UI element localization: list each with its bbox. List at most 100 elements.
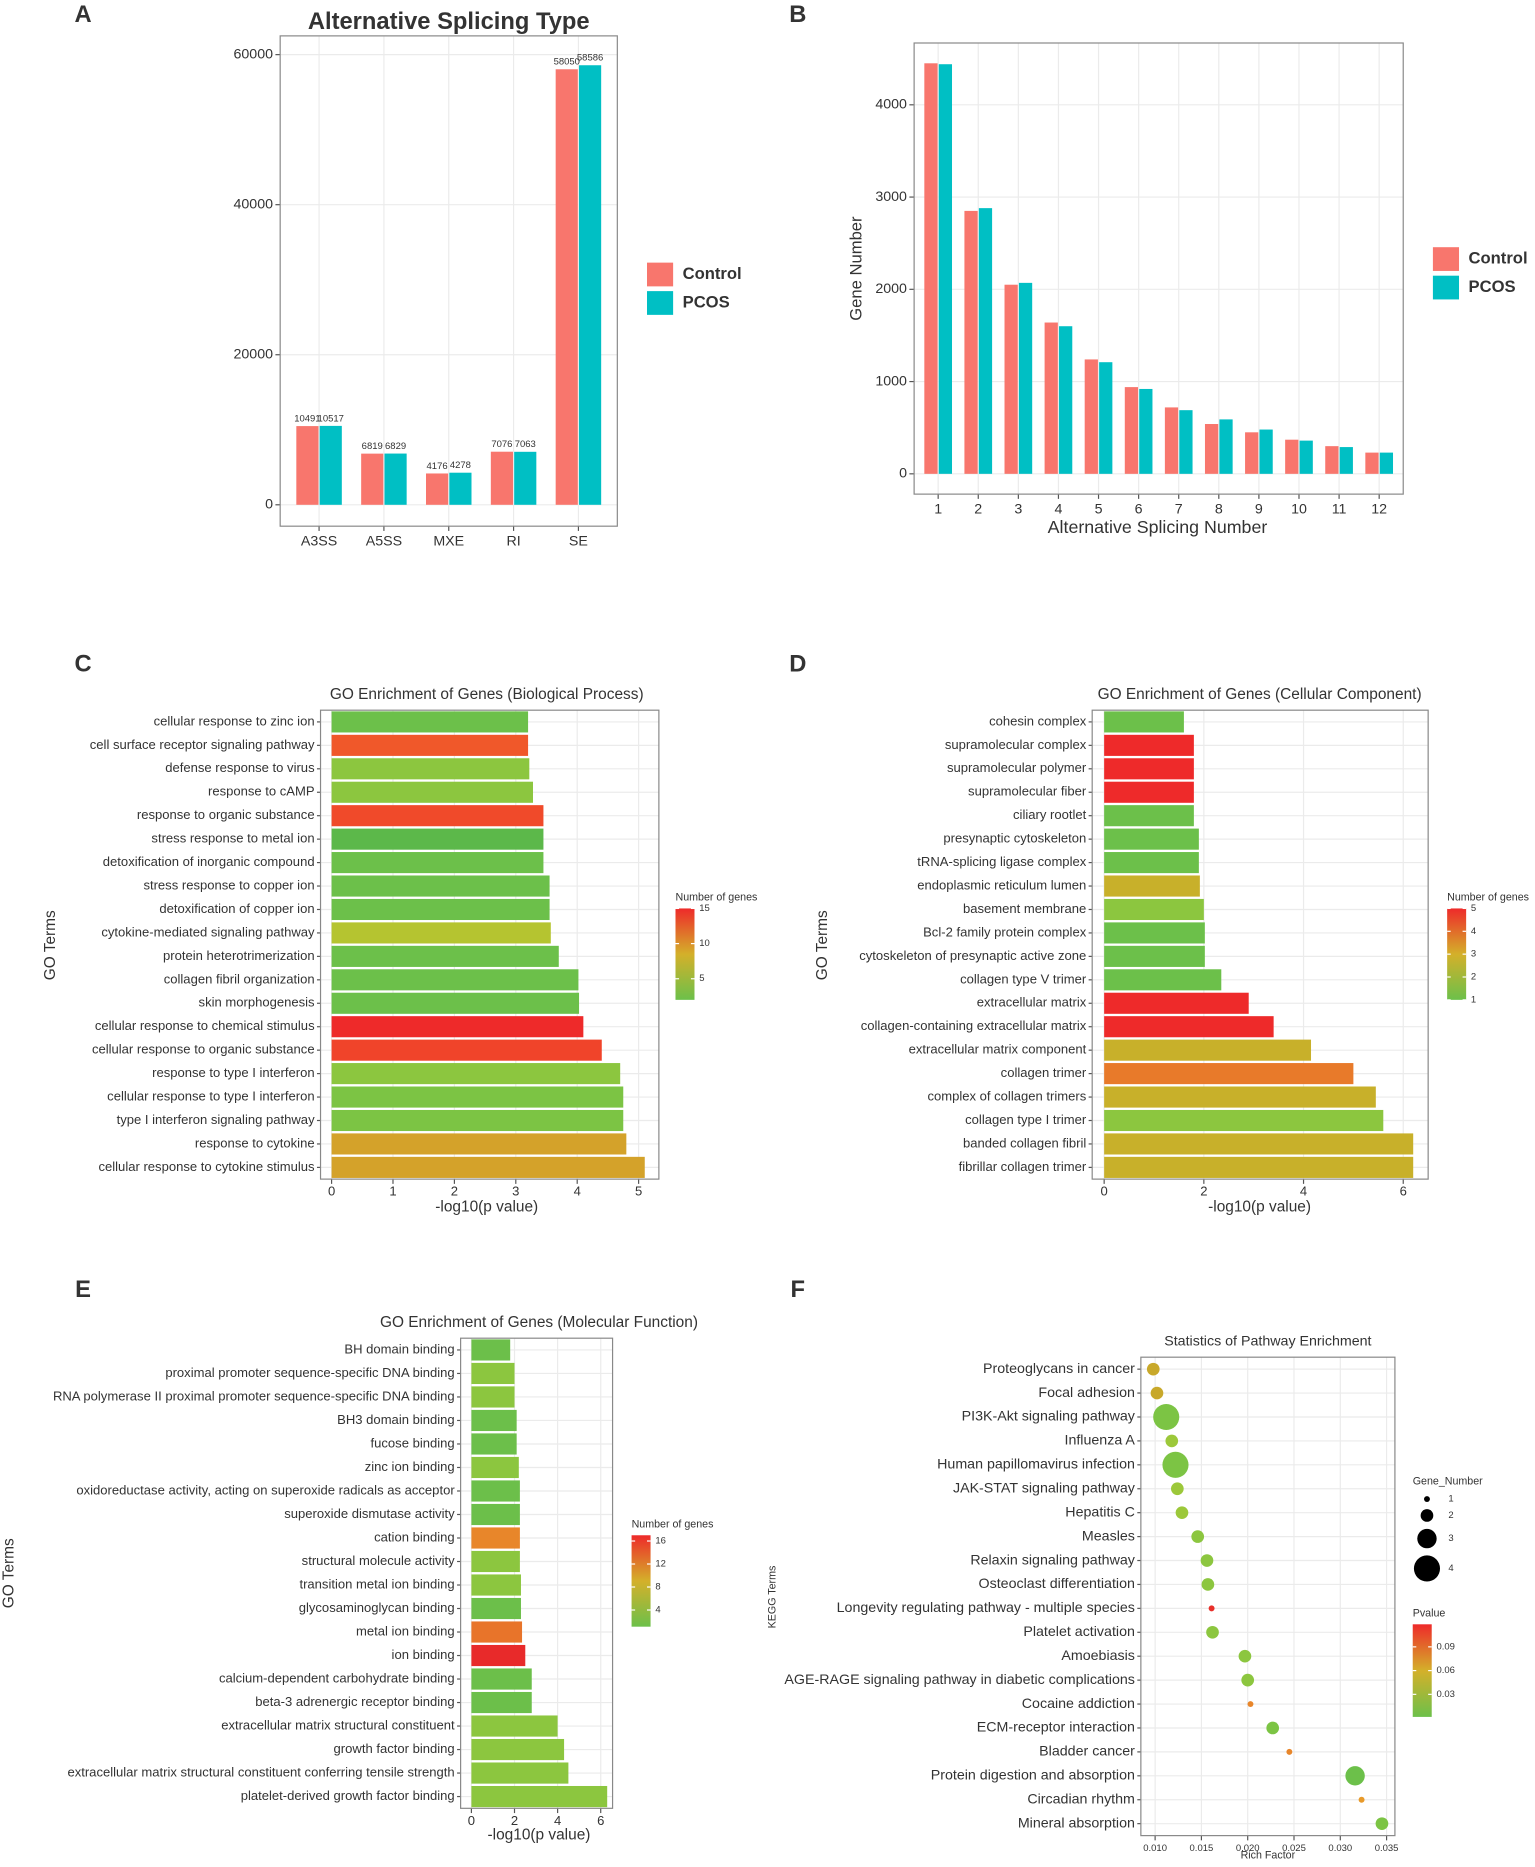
y-tick-label: cellular response to chemical stimulus bbox=[95, 1018, 315, 1033]
y-tick-label: skin morphogenesis bbox=[199, 995, 316, 1010]
y-tick-label: Mineral absorption bbox=[1018, 1815, 1135, 1831]
bar bbox=[1124, 387, 1139, 474]
bar bbox=[978, 208, 993, 474]
x-tick-label: 0.035 bbox=[1375, 1843, 1399, 1854]
bar bbox=[1104, 1016, 1274, 1038]
y-tick-label: cytoskeleton of presynaptic active zone bbox=[859, 948, 1086, 963]
bar bbox=[331, 805, 544, 827]
plot-background bbox=[1140, 1357, 1395, 1836]
bar bbox=[1104, 1133, 1414, 1155]
y-tick-label: Human papillomavirus infection bbox=[937, 1457, 1135, 1473]
y-tick-label: stress response to copper ion bbox=[143, 877, 314, 892]
bar bbox=[384, 453, 407, 505]
bar bbox=[331, 1156, 645, 1178]
panel-label: C bbox=[75, 651, 92, 677]
bar bbox=[331, 828, 544, 850]
plot-border bbox=[279, 35, 618, 527]
y-tick-label: response to organic substance bbox=[137, 807, 315, 822]
bar bbox=[331, 781, 533, 803]
panel-label: F bbox=[791, 1277, 805, 1303]
y-tick-label: extracellular matrix structural constitu… bbox=[221, 1717, 455, 1732]
y-tick-label: Relaxin signaling pathway bbox=[970, 1552, 1135, 1568]
colorbar-tick-label: 5 bbox=[699, 973, 704, 984]
bar bbox=[471, 1503, 520, 1526]
bar bbox=[331, 1063, 621, 1085]
data-label: 4176 bbox=[427, 461, 448, 472]
colorbar bbox=[631, 1535, 651, 1627]
bar bbox=[361, 453, 384, 505]
data-label: 58050 bbox=[554, 57, 580, 68]
y-tick-label: metal ion binding bbox=[356, 1623, 455, 1638]
x-tick-label: 0 bbox=[468, 1813, 475, 1828]
bar bbox=[1104, 1063, 1354, 1085]
bar bbox=[471, 1409, 517, 1432]
y-tick-label: collagen type I trimer bbox=[965, 1112, 1087, 1127]
y-tick-label: oxidoreductase activity, acting on super… bbox=[76, 1482, 455, 1497]
bar bbox=[471, 1550, 520, 1573]
size-legend-label: 3 bbox=[1448, 1533, 1453, 1544]
plot-background bbox=[460, 1338, 613, 1809]
bar bbox=[471, 1339, 511, 1361]
x-tick-label: 11 bbox=[1332, 501, 1347, 517]
colorbar-tick-label: 16 bbox=[655, 1536, 666, 1547]
x-tick-label: 6 bbox=[1400, 1184, 1407, 1199]
x-tick-label: 0.025 bbox=[1282, 1843, 1306, 1854]
bar bbox=[964, 210, 978, 474]
bar bbox=[1104, 711, 1184, 733]
y-tick-label: collagen fibril organization bbox=[164, 971, 315, 986]
size-legend-label: 1 bbox=[1448, 1494, 1453, 1505]
bar bbox=[1325, 446, 1339, 474]
y-tick-label: Hepatitis C bbox=[1065, 1504, 1135, 1520]
data-label: 58586 bbox=[577, 53, 603, 64]
bar bbox=[1245, 432, 1259, 474]
bubble bbox=[1266, 1721, 1280, 1735]
y-tick-label: BH3 domain binding bbox=[337, 1412, 454, 1427]
bar bbox=[471, 1574, 521, 1596]
colorbar-tick-label: 8 bbox=[655, 1582, 660, 1593]
bar bbox=[471, 1621, 523, 1643]
bar bbox=[514, 451, 537, 505]
bar bbox=[296, 426, 319, 505]
y-tick-label: Osteoclast differentiation bbox=[979, 1576, 1135, 1592]
y-tick-label: PI3K-Akt signaling pathway bbox=[962, 1409, 1136, 1425]
bar bbox=[471, 1785, 608, 1808]
bar bbox=[1204, 424, 1219, 474]
x-tick-label: 0.015 bbox=[1190, 1843, 1214, 1854]
colorbar-tick-label: 4 bbox=[1471, 926, 1476, 937]
bar bbox=[1104, 828, 1199, 850]
bar bbox=[471, 1691, 532, 1714]
chart-title: GO Enrichment of Genes (Molecular Functi… bbox=[380, 1314, 698, 1331]
bar bbox=[331, 1086, 624, 1108]
bubble bbox=[1238, 1649, 1252, 1663]
y-tick-label: banded collagen fibril bbox=[963, 1135, 1086, 1150]
y-tick-label: cation binding bbox=[374, 1529, 455, 1544]
bar bbox=[331, 734, 529, 756]
bubble bbox=[1206, 1625, 1219, 1639]
bar bbox=[331, 969, 579, 991]
chart-title: GO Enrichment of Genes (Biological Proce… bbox=[330, 686, 644, 703]
y-tick-label: 60000 bbox=[233, 46, 273, 62]
x-axis-label: Rich Factor bbox=[1241, 1850, 1296, 1862]
bar bbox=[471, 1433, 517, 1455]
y-tick-label: basement membrane bbox=[963, 901, 1086, 916]
x-tick-label: 5 bbox=[635, 1184, 642, 1199]
bar bbox=[471, 1480, 520, 1502]
y-tick-label: ion binding bbox=[392, 1647, 455, 1662]
bar bbox=[1104, 875, 1200, 897]
y-tick-label: cellular response to type I interferon bbox=[107, 1089, 314, 1104]
x-tick-label: 9 bbox=[1255, 501, 1263, 517]
x-tick-label: 4 bbox=[1300, 1184, 1307, 1199]
bar bbox=[1104, 1086, 1376, 1108]
bar bbox=[1104, 945, 1205, 967]
size-legend-title: Gene_Number bbox=[1413, 1476, 1483, 1488]
y-tick-label: glycosaminoglycan binding bbox=[299, 1600, 455, 1615]
chart-title: Statistics of Pathway Enrichment bbox=[1164, 1334, 1371, 1350]
y-tick-label: response to cytokine bbox=[195, 1135, 315, 1150]
bar bbox=[1365, 452, 1379, 474]
plot-background bbox=[320, 710, 659, 1180]
x-tick-label: 0.020 bbox=[1236, 1843, 1260, 1854]
data-label: 7076 bbox=[491, 439, 512, 450]
y-tick-label: cell surface receptor signaling pathway bbox=[90, 737, 315, 752]
colorbar-title: Number of genes bbox=[632, 1518, 714, 1530]
y-tick-label: beta-3 adrenergic receptor binding bbox=[255, 1694, 454, 1709]
